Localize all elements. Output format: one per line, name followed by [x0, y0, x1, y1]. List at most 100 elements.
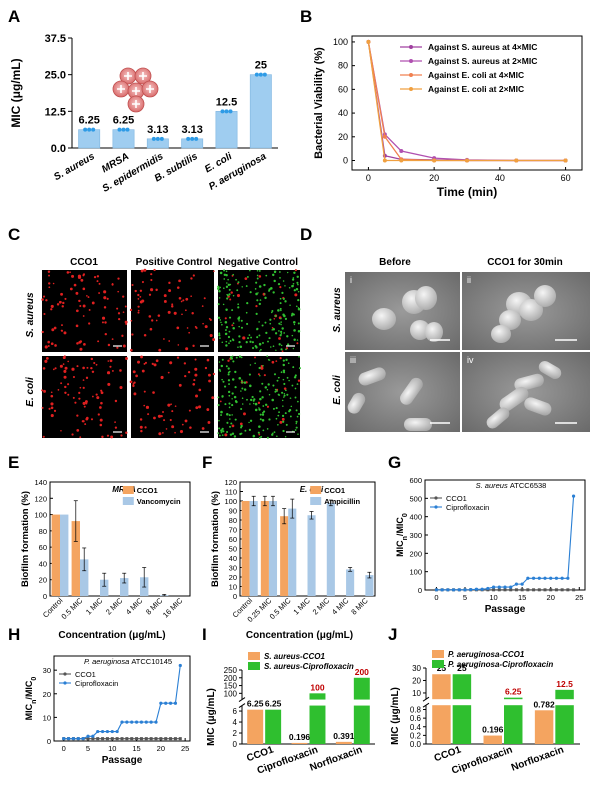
green-cell-dot	[263, 293, 266, 295]
green-cell-dot	[297, 433, 299, 435]
green-cell-dot	[221, 378, 223, 381]
data-point	[159, 136, 164, 141]
data-point	[154, 737, 158, 741]
red-cell-dot	[167, 403, 171, 407]
y-tick-label: 30	[412, 664, 421, 673]
legend-label: CCO1	[137, 486, 158, 495]
data-point	[62, 737, 66, 741]
red-cell-dot	[96, 275, 100, 278]
data-point	[86, 734, 90, 738]
micrograph-tile	[131, 270, 214, 352]
green-cell-dot	[258, 342, 262, 346]
green-cell-dot	[256, 269, 259, 272]
data-point	[76, 737, 80, 741]
panel-label-e: E	[8, 453, 19, 472]
red-cell-dot	[184, 309, 187, 312]
red-cell-dot	[160, 414, 163, 418]
legend-swatch	[310, 486, 322, 494]
data-label: 6.25	[265, 699, 282, 709]
green-cell-dot	[281, 327, 284, 330]
plot-frame	[53, 655, 191, 742]
green-cell-dot	[240, 326, 243, 329]
data-point	[543, 588, 547, 592]
green-cell-dot	[267, 340, 269, 343]
red-cell-dot	[149, 327, 153, 331]
red-cell-dot	[231, 324, 234, 327]
green-cell-dot	[292, 313, 295, 316]
green-cell-dot	[236, 289, 239, 292]
panel-c-col-negative: Negative Control	[218, 257, 298, 268]
chart-b-viability-line: 0 20 40 60 80 100 0 20 40 60 Time (min) Bacterial V…	[313, 35, 583, 199]
data-point	[178, 737, 182, 741]
green-cell-dot	[280, 371, 283, 374]
red-cell-dot	[79, 386, 82, 389]
red-cell-dot	[43, 312, 46, 316]
red-cell-dot	[71, 367, 75, 371]
bar	[291, 742, 308, 744]
y-tick-label: 600	[409, 476, 422, 485]
data-point	[121, 127, 126, 132]
y-tick-label: 90	[229, 507, 237, 516]
red-cell-dot	[60, 301, 62, 303]
green-cell-dot	[240, 390, 242, 392]
green-cell-dot	[240, 424, 243, 428]
red-cell-dot	[95, 393, 98, 396]
red-cell-dot	[227, 359, 230, 362]
green-cell-dot	[251, 341, 254, 344]
red-cell-dot	[188, 409, 191, 412]
legend-swatch	[122, 486, 134, 494]
data-label: 0.196	[482, 725, 504, 735]
data-point	[532, 588, 536, 592]
red-cell-dot	[207, 421, 211, 424]
green-cell-dot	[258, 407, 260, 409]
data-point	[130, 737, 134, 741]
green-cell-dot	[281, 291, 284, 294]
x-tick-label: 1 MIC	[84, 596, 105, 617]
red-cell-dot	[101, 435, 104, 439]
red-cell-dot	[67, 360, 70, 363]
red-cell-dot	[122, 344, 126, 348]
red-cell-dot	[50, 406, 54, 410]
red-cell-dot	[194, 367, 198, 371]
red-cell-dot	[110, 435, 114, 439]
green-cell-dot	[231, 309, 234, 312]
legend-label: CCO1	[446, 494, 467, 503]
red-cell-dot	[85, 402, 88, 405]
data-point	[81, 737, 85, 741]
red-cell-dot	[41, 330, 44, 334]
red-cell-dot	[255, 305, 258, 308]
red-cell-dot	[176, 326, 180, 330]
red-cell-dot	[117, 290, 120, 293]
y-tick-label: 500	[409, 494, 422, 503]
data-point	[91, 737, 95, 741]
bar	[452, 674, 472, 700]
green-cell-dot	[237, 346, 239, 348]
red-cell-dot	[188, 331, 191, 334]
green-cell-dot	[273, 373, 277, 376]
data-label: 3.13	[181, 124, 202, 136]
green-cell-dot	[248, 421, 250, 424]
green-cell-dot	[221, 395, 224, 398]
data-label: 25	[437, 663, 447, 673]
red-cell-dot	[195, 394, 199, 398]
red-cell-dot	[41, 298, 44, 301]
green-cell-dot	[295, 420, 298, 423]
red-cell-dot	[169, 361, 173, 365]
legend-label: CCO1	[75, 670, 96, 679]
green-cell-dot	[229, 425, 232, 428]
panel-c-row-ecoli: E. coli	[25, 377, 36, 407]
red-cell-dot	[96, 396, 100, 400]
green-cell-dot	[251, 395, 254, 399]
panel-d-row-ecoli: E. coli	[332, 375, 343, 405]
green-cell-dot	[274, 390, 277, 393]
green-cell-dot	[266, 428, 269, 430]
red-cell-dot	[171, 305, 174, 308]
green-cell-dot	[246, 322, 249, 326]
data-point	[117, 127, 122, 132]
red-cell-dot	[157, 414, 162, 418]
red-cell-dot	[140, 269, 144, 273]
red-cell-dot	[103, 306, 107, 309]
red-cell-dot	[129, 380, 133, 384]
green-cell-dot	[293, 329, 296, 332]
